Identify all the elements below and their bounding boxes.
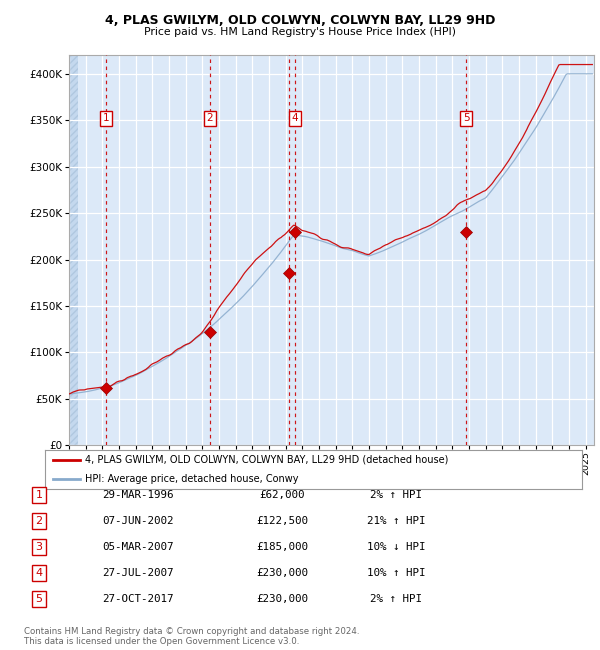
Text: £230,000: £230,000 bbox=[256, 568, 308, 578]
Text: 3: 3 bbox=[35, 542, 43, 552]
Text: 4, PLAS GWILYM, OLD COLWYN, COLWYN BAY, LL29 9HD: 4, PLAS GWILYM, OLD COLWYN, COLWYN BAY, … bbox=[105, 14, 495, 27]
Text: 1: 1 bbox=[103, 113, 110, 124]
Text: 4, PLAS GWILYM, OLD COLWYN, COLWYN BAY, LL29 9HD (detached house): 4, PLAS GWILYM, OLD COLWYN, COLWYN BAY, … bbox=[85, 454, 449, 465]
Text: 1: 1 bbox=[35, 490, 43, 501]
Text: 07-JUN-2002: 07-JUN-2002 bbox=[102, 516, 174, 526]
Text: 4: 4 bbox=[292, 113, 298, 124]
Text: 21% ↑ HPI: 21% ↑ HPI bbox=[367, 516, 425, 526]
Text: 5: 5 bbox=[35, 594, 43, 604]
Text: Contains HM Land Registry data © Crown copyright and database right 2024.: Contains HM Land Registry data © Crown c… bbox=[24, 627, 359, 636]
Text: £62,000: £62,000 bbox=[259, 490, 305, 501]
Text: 10% ↑ HPI: 10% ↑ HPI bbox=[367, 568, 425, 578]
Text: This data is licensed under the Open Government Licence v3.0.: This data is licensed under the Open Gov… bbox=[24, 637, 299, 646]
Text: 10% ↓ HPI: 10% ↓ HPI bbox=[367, 542, 425, 552]
Text: 4: 4 bbox=[35, 568, 43, 578]
Text: 5: 5 bbox=[463, 113, 469, 124]
Text: 29-MAR-1996: 29-MAR-1996 bbox=[102, 490, 174, 501]
Text: HPI: Average price, detached house, Conwy: HPI: Average price, detached house, Conw… bbox=[85, 474, 299, 484]
Text: £185,000: £185,000 bbox=[256, 542, 308, 552]
Text: Price paid vs. HM Land Registry's House Price Index (HPI): Price paid vs. HM Land Registry's House … bbox=[144, 27, 456, 37]
Text: 2% ↑ HPI: 2% ↑ HPI bbox=[370, 594, 422, 604]
Text: 2% ↑ HPI: 2% ↑ HPI bbox=[370, 490, 422, 501]
Text: 05-MAR-2007: 05-MAR-2007 bbox=[102, 542, 174, 552]
Text: 27-OCT-2017: 27-OCT-2017 bbox=[102, 594, 174, 604]
Text: £122,500: £122,500 bbox=[256, 516, 308, 526]
Text: 2: 2 bbox=[206, 113, 213, 124]
Bar bbox=[69, 55, 78, 445]
Text: 27-JUL-2007: 27-JUL-2007 bbox=[102, 568, 174, 578]
Text: £230,000: £230,000 bbox=[256, 594, 308, 604]
Text: 2: 2 bbox=[35, 516, 43, 526]
